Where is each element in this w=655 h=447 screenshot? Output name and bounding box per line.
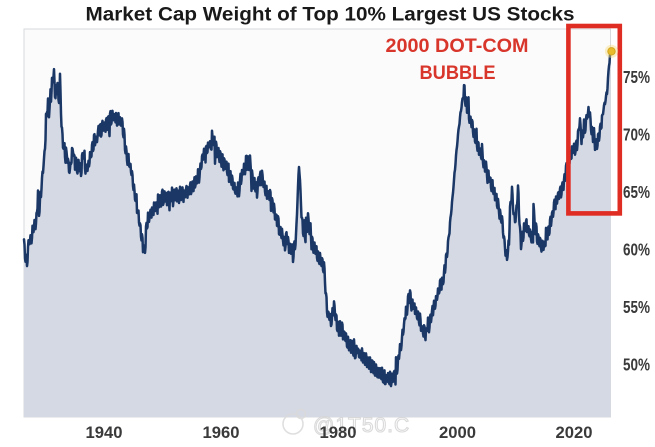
svg-text:75%: 75% [623,67,650,87]
svg-text:55%: 55% [623,297,650,317]
svg-text:1980: 1980 [320,423,357,442]
svg-text:70%: 70% [623,125,650,145]
svg-text:2000 DOT-COM: 2000 DOT-COM [386,36,529,57]
svg-text:@1T50.C: @1T50.C [313,414,410,437]
svg-text:50%: 50% [623,355,650,375]
svg-text:60%: 60% [623,240,650,260]
svg-text:1960: 1960 [203,423,240,442]
svg-text:Market Cap Weight of Top 10% L: Market Cap Weight of Top 10% Largest US … [86,4,575,26]
svg-text:1940: 1940 [86,423,123,442]
svg-text:2020: 2020 [556,423,593,442]
svg-text:BUBBLE: BUBBLE [420,63,496,84]
svg-text:2000: 2000 [439,423,476,442]
svg-text:65%: 65% [623,182,650,202]
